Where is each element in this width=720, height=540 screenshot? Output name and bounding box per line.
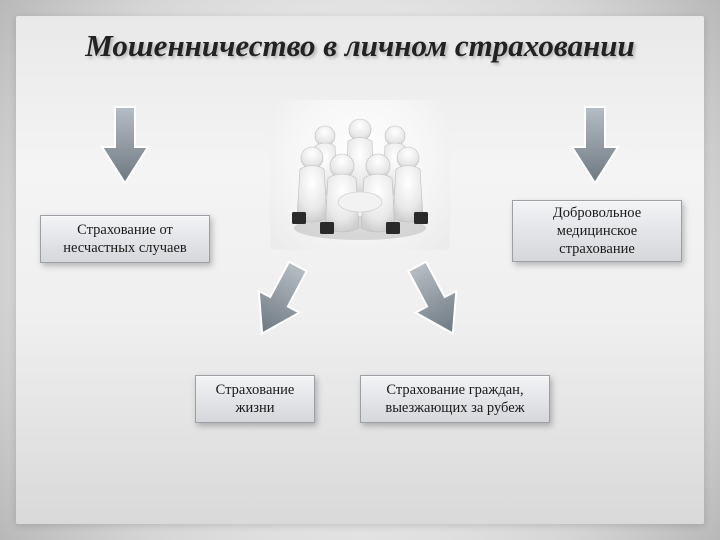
box-travel-label: Страхование граждан, выезжающих за рубеж	[371, 381, 539, 417]
arrow-accidents	[100, 105, 150, 185]
box-accidents-label: Страхование от несчастных случаев	[51, 221, 199, 257]
box-travel: Страхование граждан, выезжающих за рубеж	[360, 375, 550, 423]
team-figures-icon	[270, 100, 450, 250]
page-title: Мошенничество в личном страховании	[0, 28, 720, 64]
box-life-label: Страхование жизни	[206, 381, 304, 417]
box-medical-label: Добровольное медицинское страхование	[523, 204, 671, 258]
box-medical: Добровольное медицинское страхование	[512, 200, 682, 262]
box-life: Страхование жизни	[195, 375, 315, 423]
team-illustration	[270, 100, 450, 250]
arrow-medical	[570, 105, 620, 185]
slide-panel	[16, 16, 704, 524]
slide: Мошенничество в личном страховании	[0, 0, 720, 540]
box-accidents: Страхование от несчастных случаев	[40, 215, 210, 263]
